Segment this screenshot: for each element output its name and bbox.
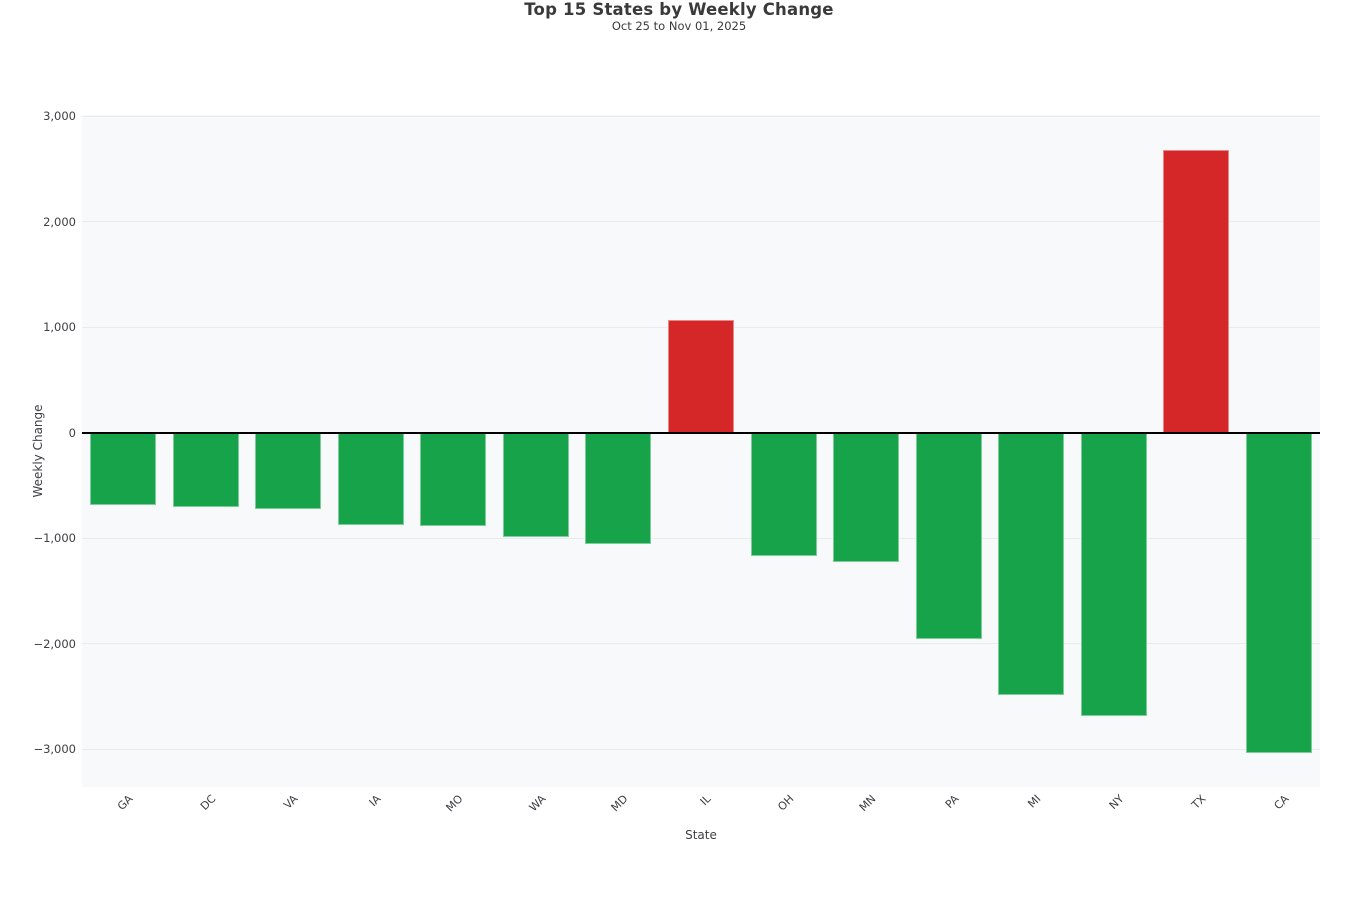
bar-dc xyxy=(172,432,239,508)
x-tick-label: OH xyxy=(774,792,797,814)
y-tick-label: 0 xyxy=(68,425,76,440)
x-tick-label: TX xyxy=(1189,792,1209,812)
x-tick-label: VA xyxy=(281,792,301,812)
y-tick-label: 3,000 xyxy=(43,109,76,124)
y-axis-title: Weekly Change xyxy=(31,404,45,498)
bar-oh xyxy=(750,432,817,557)
x-tick-label: IA xyxy=(366,792,384,810)
bar-va xyxy=(255,432,322,509)
bar-tx xyxy=(1163,149,1230,433)
y-tick-label: 1,000 xyxy=(43,320,76,335)
x-tick-label: WA xyxy=(526,792,549,815)
x-tick-label: GA xyxy=(115,792,136,813)
bar-ca xyxy=(1245,432,1312,754)
bar-mo xyxy=(420,432,487,526)
bar-mi xyxy=(998,432,1065,695)
chart-title: Top 15 States by Weekly Change xyxy=(524,0,834,19)
x-tick-label: CA xyxy=(1271,792,1292,813)
zero-axis-line xyxy=(82,431,1320,434)
y-tick-label: −2,000 xyxy=(33,636,76,651)
y-tick-label: −1,000 xyxy=(33,531,76,546)
bar-il xyxy=(668,320,734,433)
bar-md xyxy=(585,432,652,545)
x-tick-label: DC xyxy=(197,792,219,813)
x-tick-label: PA xyxy=(942,792,962,812)
x-axis-title: State xyxy=(685,828,717,842)
chart-subtitle: Oct 25 to Nov 01, 2025 xyxy=(611,19,747,33)
y-gridline xyxy=(82,115,1320,117)
y-tick-label: −3,000 xyxy=(33,742,76,757)
bar-pa xyxy=(915,432,982,639)
y-gridline xyxy=(82,748,1320,750)
y-tick-label: 2,000 xyxy=(43,214,76,229)
bar-ga xyxy=(90,432,157,506)
bar-ia xyxy=(337,432,404,525)
x-tick-label: NY xyxy=(1106,792,1127,813)
x-tick-label: MI xyxy=(1025,792,1044,811)
y-gridline xyxy=(82,221,1320,223)
x-tick-label: MD xyxy=(609,792,631,815)
bar-wa xyxy=(502,432,569,537)
bar-mn xyxy=(833,432,900,562)
x-tick-label: MN xyxy=(856,792,879,815)
x-tick-label: IL xyxy=(697,792,714,809)
y-gridline xyxy=(82,537,1320,539)
y-gridline xyxy=(82,643,1320,645)
x-tick-label: MO xyxy=(443,792,466,815)
bar-ny xyxy=(1080,432,1147,716)
